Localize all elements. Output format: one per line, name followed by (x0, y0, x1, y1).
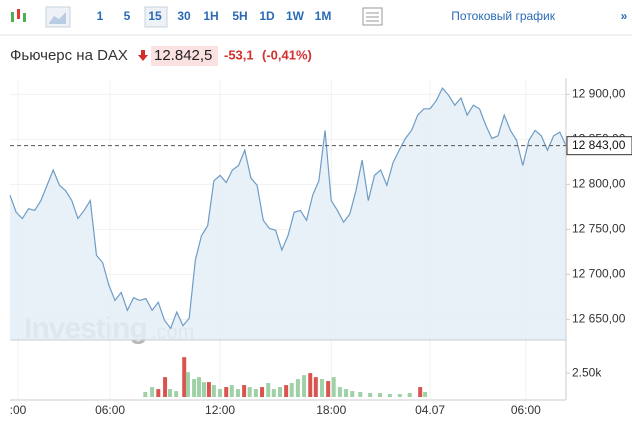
volume-bar (358, 392, 363, 397)
volume-bar (308, 373, 313, 397)
volume-bar (206, 382, 211, 397)
y-tick-label: 12 700,00 (572, 266, 626, 280)
interval-button[interactable]: 5 (124, 9, 131, 23)
volume-bar (197, 377, 202, 397)
volume-bar (302, 375, 307, 397)
volume-bar (218, 389, 223, 397)
volume-bar (242, 385, 247, 397)
volume-bar (319, 379, 324, 397)
volume-bar (266, 383, 271, 397)
volume-bar (313, 377, 318, 397)
x-tick-label: 06:00 (95, 403, 125, 417)
y-tick-label: 12 750,00 (572, 222, 626, 236)
price-line (9, 87, 567, 330)
volume-bar (344, 389, 349, 397)
volume-bar (331, 377, 336, 397)
volume-tick-label: 2.50k (572, 365, 602, 379)
interval-button[interactable]: 1 (97, 9, 104, 23)
area-icon[interactable] (45, 6, 71, 28)
volume-bar (150, 387, 155, 397)
volume-bar (143, 392, 148, 397)
x-tick-label: 18:00 (316, 403, 346, 417)
x-tick-label: :00 (10, 403, 27, 417)
change-percent: (-0,41%) (262, 47, 312, 62)
y-tick-label: 12 800,00 (572, 177, 626, 191)
volume-bar (337, 387, 342, 397)
x-tick-label: 04.07 (415, 403, 445, 417)
interval-button[interactable]: 1H (203, 9, 218, 23)
volume-bar (192, 379, 197, 397)
streaming-link[interactable]: Потоковый график (451, 9, 555, 23)
y-tick-label: 12 900,00 (572, 87, 626, 101)
volume-bar (407, 392, 412, 397)
volume-bar (253, 389, 258, 397)
interval-button[interactable]: 5H (232, 9, 247, 23)
selected-interval-box (144, 6, 168, 28)
change: -53,1 (224, 47, 254, 62)
volume-bar (277, 387, 282, 397)
interval-button[interactable]: 1W (286, 9, 305, 23)
x-tick-label: 06:00 (511, 403, 541, 417)
x-tick-label: 12:00 (205, 403, 235, 417)
interval-button[interactable]: 15 (148, 9, 162, 23)
volume-bar (350, 391, 355, 397)
volume-bar (201, 382, 206, 397)
price-highlight (151, 46, 218, 66)
candle-icon[interactable] (11, 9, 26, 22)
volume-bar (423, 392, 428, 397)
y-tick-label: 12 650,00 (572, 311, 626, 325)
price: 12.842,5 (154, 47, 212, 64)
volume-bar (211, 385, 216, 397)
interval-button[interactable]: 30 (177, 9, 191, 23)
volume-bar (397, 394, 402, 397)
volume-bar (247, 387, 252, 397)
volume-bar (156, 389, 161, 397)
volume-bar (271, 389, 276, 397)
volume-bar (387, 394, 392, 397)
more-link[interactable]: » (621, 9, 628, 23)
volume-bar (260, 387, 265, 397)
volume-bar (235, 389, 240, 397)
volume-bar (229, 385, 234, 397)
volume-bar (326, 381, 331, 397)
volume-bar (295, 379, 300, 397)
last-value-label: 12 843,00 (572, 138, 626, 152)
volume-bar (163, 377, 168, 397)
volume-bar (182, 357, 187, 397)
volume-bar (368, 392, 373, 397)
volume-bar (289, 383, 294, 397)
volume-bar (378, 392, 383, 397)
volume-bar (224, 387, 229, 397)
instrument-title: Фьючерс на DAX (10, 47, 128, 64)
volume-bar (168, 389, 173, 397)
interval-button[interactable]: 1M (315, 9, 332, 23)
volume-bar (174, 391, 179, 397)
down-arrow (138, 50, 148, 61)
table-icon[interactable] (362, 7, 383, 26)
volume-bar (185, 372, 190, 397)
interval-button[interactable]: 1D (259, 9, 275, 23)
last-value-tag (566, 136, 632, 156)
volume-bar (284, 385, 289, 397)
volume-bar (418, 387, 423, 397)
plot: Investing.com (9, 80, 567, 400)
area (10, 88, 566, 340)
